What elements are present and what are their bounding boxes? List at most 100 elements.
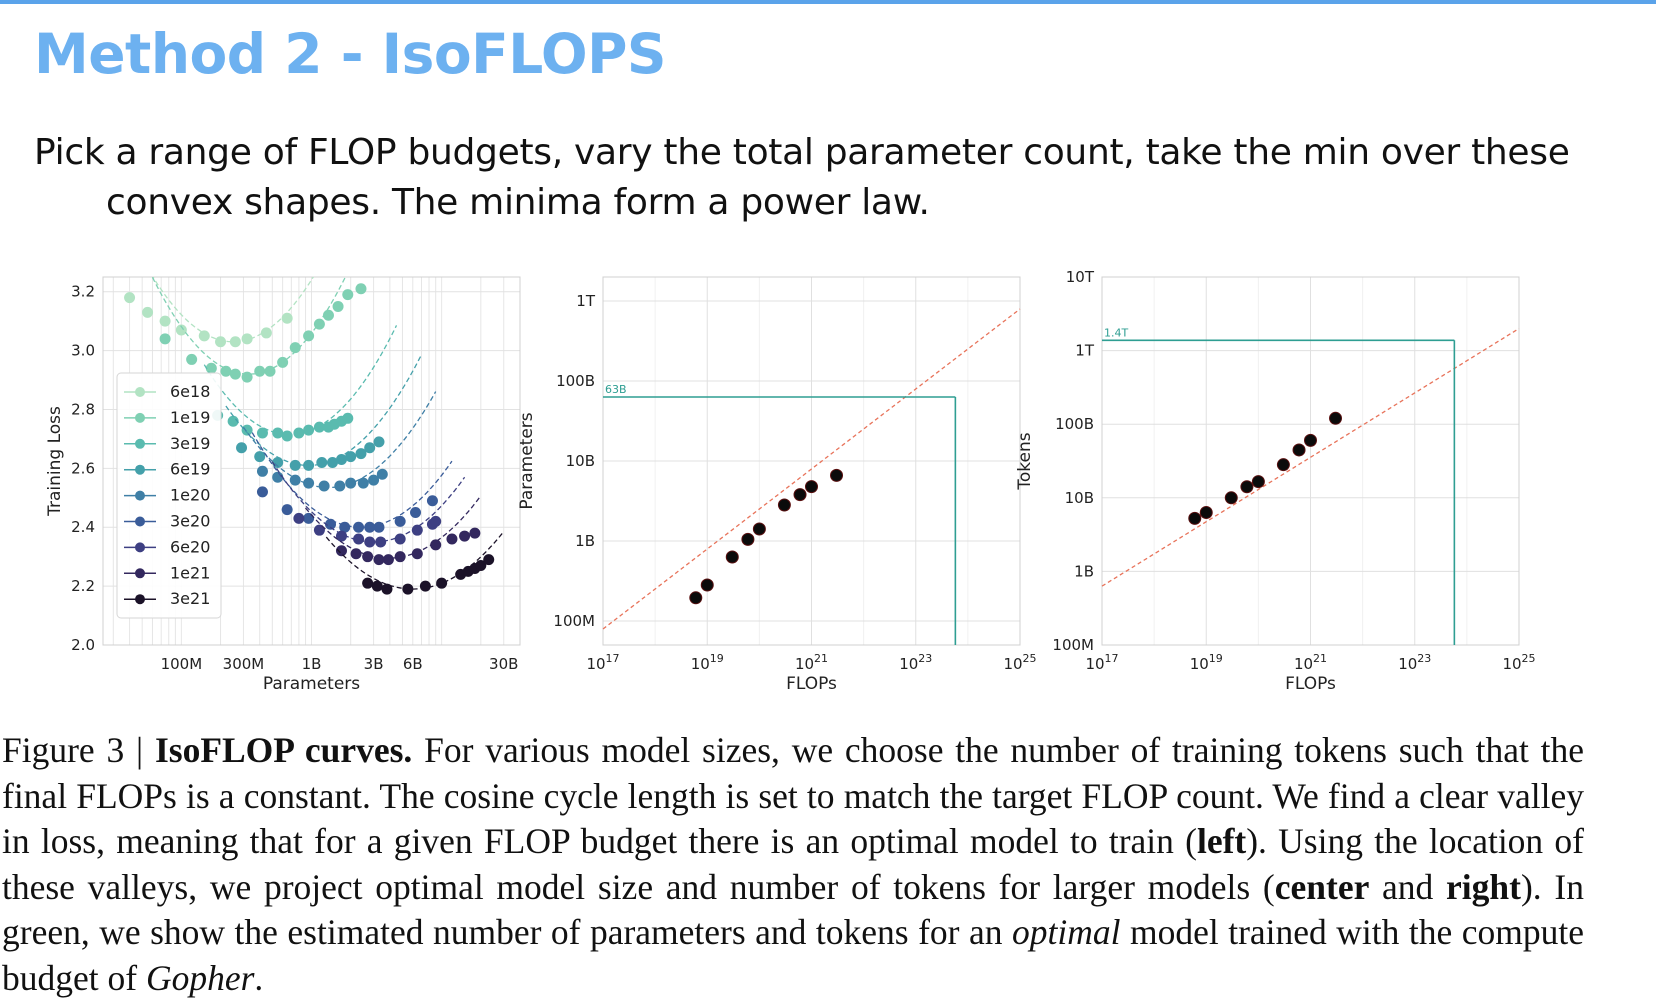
parameters-vs-flops-chart: 100M 1B 10B 100B 1T 1017 1019 1021 1023 1025 FLOPs…: [517, 276, 1037, 694]
projection-label: 1.4T: [1104, 326, 1128, 339]
data-point: [394, 551, 406, 563]
data-point: [430, 515, 442, 527]
legend-label: 1e19: [170, 408, 210, 427]
legend-marker: [135, 542, 145, 553]
data-point: [394, 515, 406, 527]
data-point: [124, 292, 136, 304]
series-6e18: [124, 277, 315, 348]
data-point: [381, 583, 393, 595]
data-point: [316, 456, 328, 468]
y-tick-label: 2.0: [71, 636, 95, 654]
y-tick-label: 1T: [576, 292, 596, 310]
data-point: [1240, 480, 1254, 494]
y-tick-label: 10B: [1065, 489, 1094, 507]
data-point: [355, 283, 367, 295]
legend-marker: [135, 490, 145, 501]
figure-panels: 2.0 2.2 2.4 2.6 2.8 3.0 3.2 100M 300M 1B 3B 6B 30B Pa…: [45, 268, 1536, 694]
data-point: [411, 524, 423, 536]
data-point: [402, 583, 414, 595]
data-point: [426, 495, 438, 507]
data-point: [741, 532, 755, 546]
data-point: [364, 536, 376, 548]
x-tick-label: 1017: [586, 652, 619, 673]
data-point: [254, 451, 266, 463]
data-point: [411, 548, 423, 560]
x-tick-label: 1023: [899, 652, 932, 673]
data-point: [260, 327, 272, 339]
data-point: [777, 498, 791, 512]
y-axis-label: Parameters: [517, 412, 537, 509]
data-point: [159, 315, 171, 327]
data-point: [281, 504, 293, 516]
x-tick-label: 1019: [1190, 652, 1223, 673]
data-point: [327, 456, 339, 468]
legend-label: 3e20: [170, 512, 210, 531]
slide-subtitle: Pick a range of FLOP budgets, vary the t…: [34, 132, 1570, 223]
x-tick-label: 1019: [691, 652, 724, 673]
caption-right: right: [1446, 866, 1521, 907]
data-point: [376, 468, 388, 480]
plot-frame: [602, 276, 1021, 646]
legend-marker: [135, 568, 145, 579]
data-point: [303, 512, 315, 524]
data-point: [293, 512, 305, 524]
isoflop-loss-chart: 2.0 2.2 2.4 2.6 2.8 3.0 3.2 100M 300M 1B 3B 6B 30B Pa…: [45, 276, 521, 694]
data-point: [752, 522, 766, 536]
data-point: [303, 424, 315, 436]
data-point: [241, 424, 253, 436]
projection-label: 63B: [605, 383, 627, 396]
data-point: [362, 577, 374, 589]
data-point: [236, 442, 248, 454]
y-axis-label: Training Loss: [45, 406, 65, 517]
x-tick-label: 1025: [1003, 652, 1036, 673]
data-point: [318, 480, 330, 492]
data-point: [229, 336, 241, 348]
data-point: [281, 430, 293, 442]
data-point: [436, 577, 448, 589]
data-point: [175, 324, 187, 336]
data-point: [241, 371, 253, 383]
caption-text-3: and: [1369, 866, 1447, 907]
data-point: [373, 436, 385, 448]
data-point: [483, 554, 495, 566]
data-point: [289, 474, 301, 486]
data-point: [725, 550, 739, 564]
top-accent-bar: [0, 0, 1656, 4]
power-law-fit-line: [602, 308, 1021, 630]
tokens-vs-flops-chart: 100M 1B 10B 100B 1T 10T 1017 1019 1021 1023 1025 FL…: [1015, 268, 1536, 694]
data-point: [205, 362, 217, 374]
x-tick-label: 300M: [223, 655, 265, 673]
data-point: [345, 451, 357, 463]
data-point: [373, 554, 385, 566]
data-point: [830, 468, 844, 482]
data-point: [342, 412, 354, 424]
caption-figure-label: Figure 3 |: [2, 730, 155, 770]
x-tick-label: 6B: [403, 655, 423, 673]
data-point: [303, 477, 315, 489]
data-point: [373, 521, 385, 533]
data-point: [689, 591, 703, 605]
caption-text-4: ). In green, we show the estimated numbe…: [2, 866, 1584, 953]
data-point: [355, 448, 367, 460]
data-point: [375, 536, 387, 548]
figure-caption: Figure 3 | IsoFLOP curves. For various m…: [2, 728, 1584, 1001]
legend-marker: [135, 516, 145, 527]
data-point: [357, 477, 369, 489]
data-point: [256, 465, 268, 477]
data-point: [1199, 506, 1213, 520]
data-point: [368, 474, 380, 486]
series-1e21: [305, 495, 482, 566]
legend-label: 3e21: [170, 589, 210, 608]
x-axis-label: FLOPs: [1285, 674, 1336, 694]
legend-label: 6e18: [170, 382, 210, 401]
legend-label: 6e19: [170, 460, 210, 479]
data-point: [241, 333, 253, 345]
y-tick-label: 100B: [556, 372, 595, 390]
legend-label: 3e19: [170, 434, 210, 453]
legend-marker: [135, 594, 145, 605]
y-tick-label: 3.0: [71, 342, 95, 360]
legend-label: 6e20: [170, 537, 210, 556]
y-tick-label: 2.4: [71, 518, 95, 536]
data-point: [410, 507, 422, 519]
y-tick-label: 1T: [1075, 342, 1095, 360]
